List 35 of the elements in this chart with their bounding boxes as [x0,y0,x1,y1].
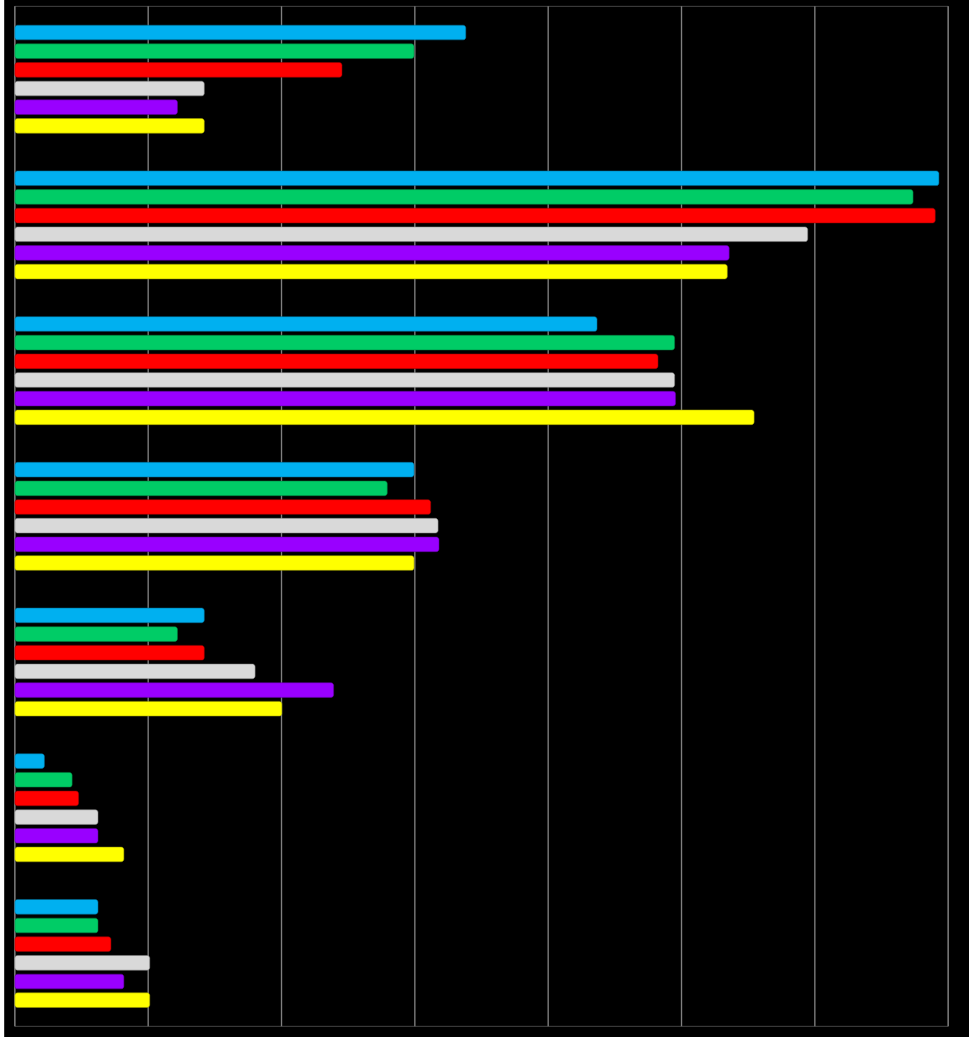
bar [14,24,466,41]
bar [14,828,99,844]
bar [14,170,940,186]
bar [14,645,205,661]
bar [14,43,415,59]
bar [14,409,755,425]
bar [14,555,415,571]
bar [14,682,334,698]
bar [14,607,205,623]
bar [14,790,79,807]
bar [14,118,205,134]
bar [14,316,598,332]
bar [14,772,73,788]
bar [14,973,125,990]
bar [14,753,45,769]
bar [14,917,99,934]
bar [14,335,675,351]
bar [14,391,676,407]
bar [14,353,659,369]
bar [14,99,178,115]
bar [14,499,431,515]
bar [14,263,728,280]
bar [14,846,125,863]
bar [14,626,178,642]
bar [14,992,150,1008]
bar [14,462,415,478]
bar [14,701,283,717]
bar [14,245,730,261]
bar [14,936,112,952]
bar [14,189,914,205]
bar [14,536,440,552]
bar [14,480,388,496]
bar [14,899,99,915]
bar [14,62,343,78]
bar [14,207,936,224]
